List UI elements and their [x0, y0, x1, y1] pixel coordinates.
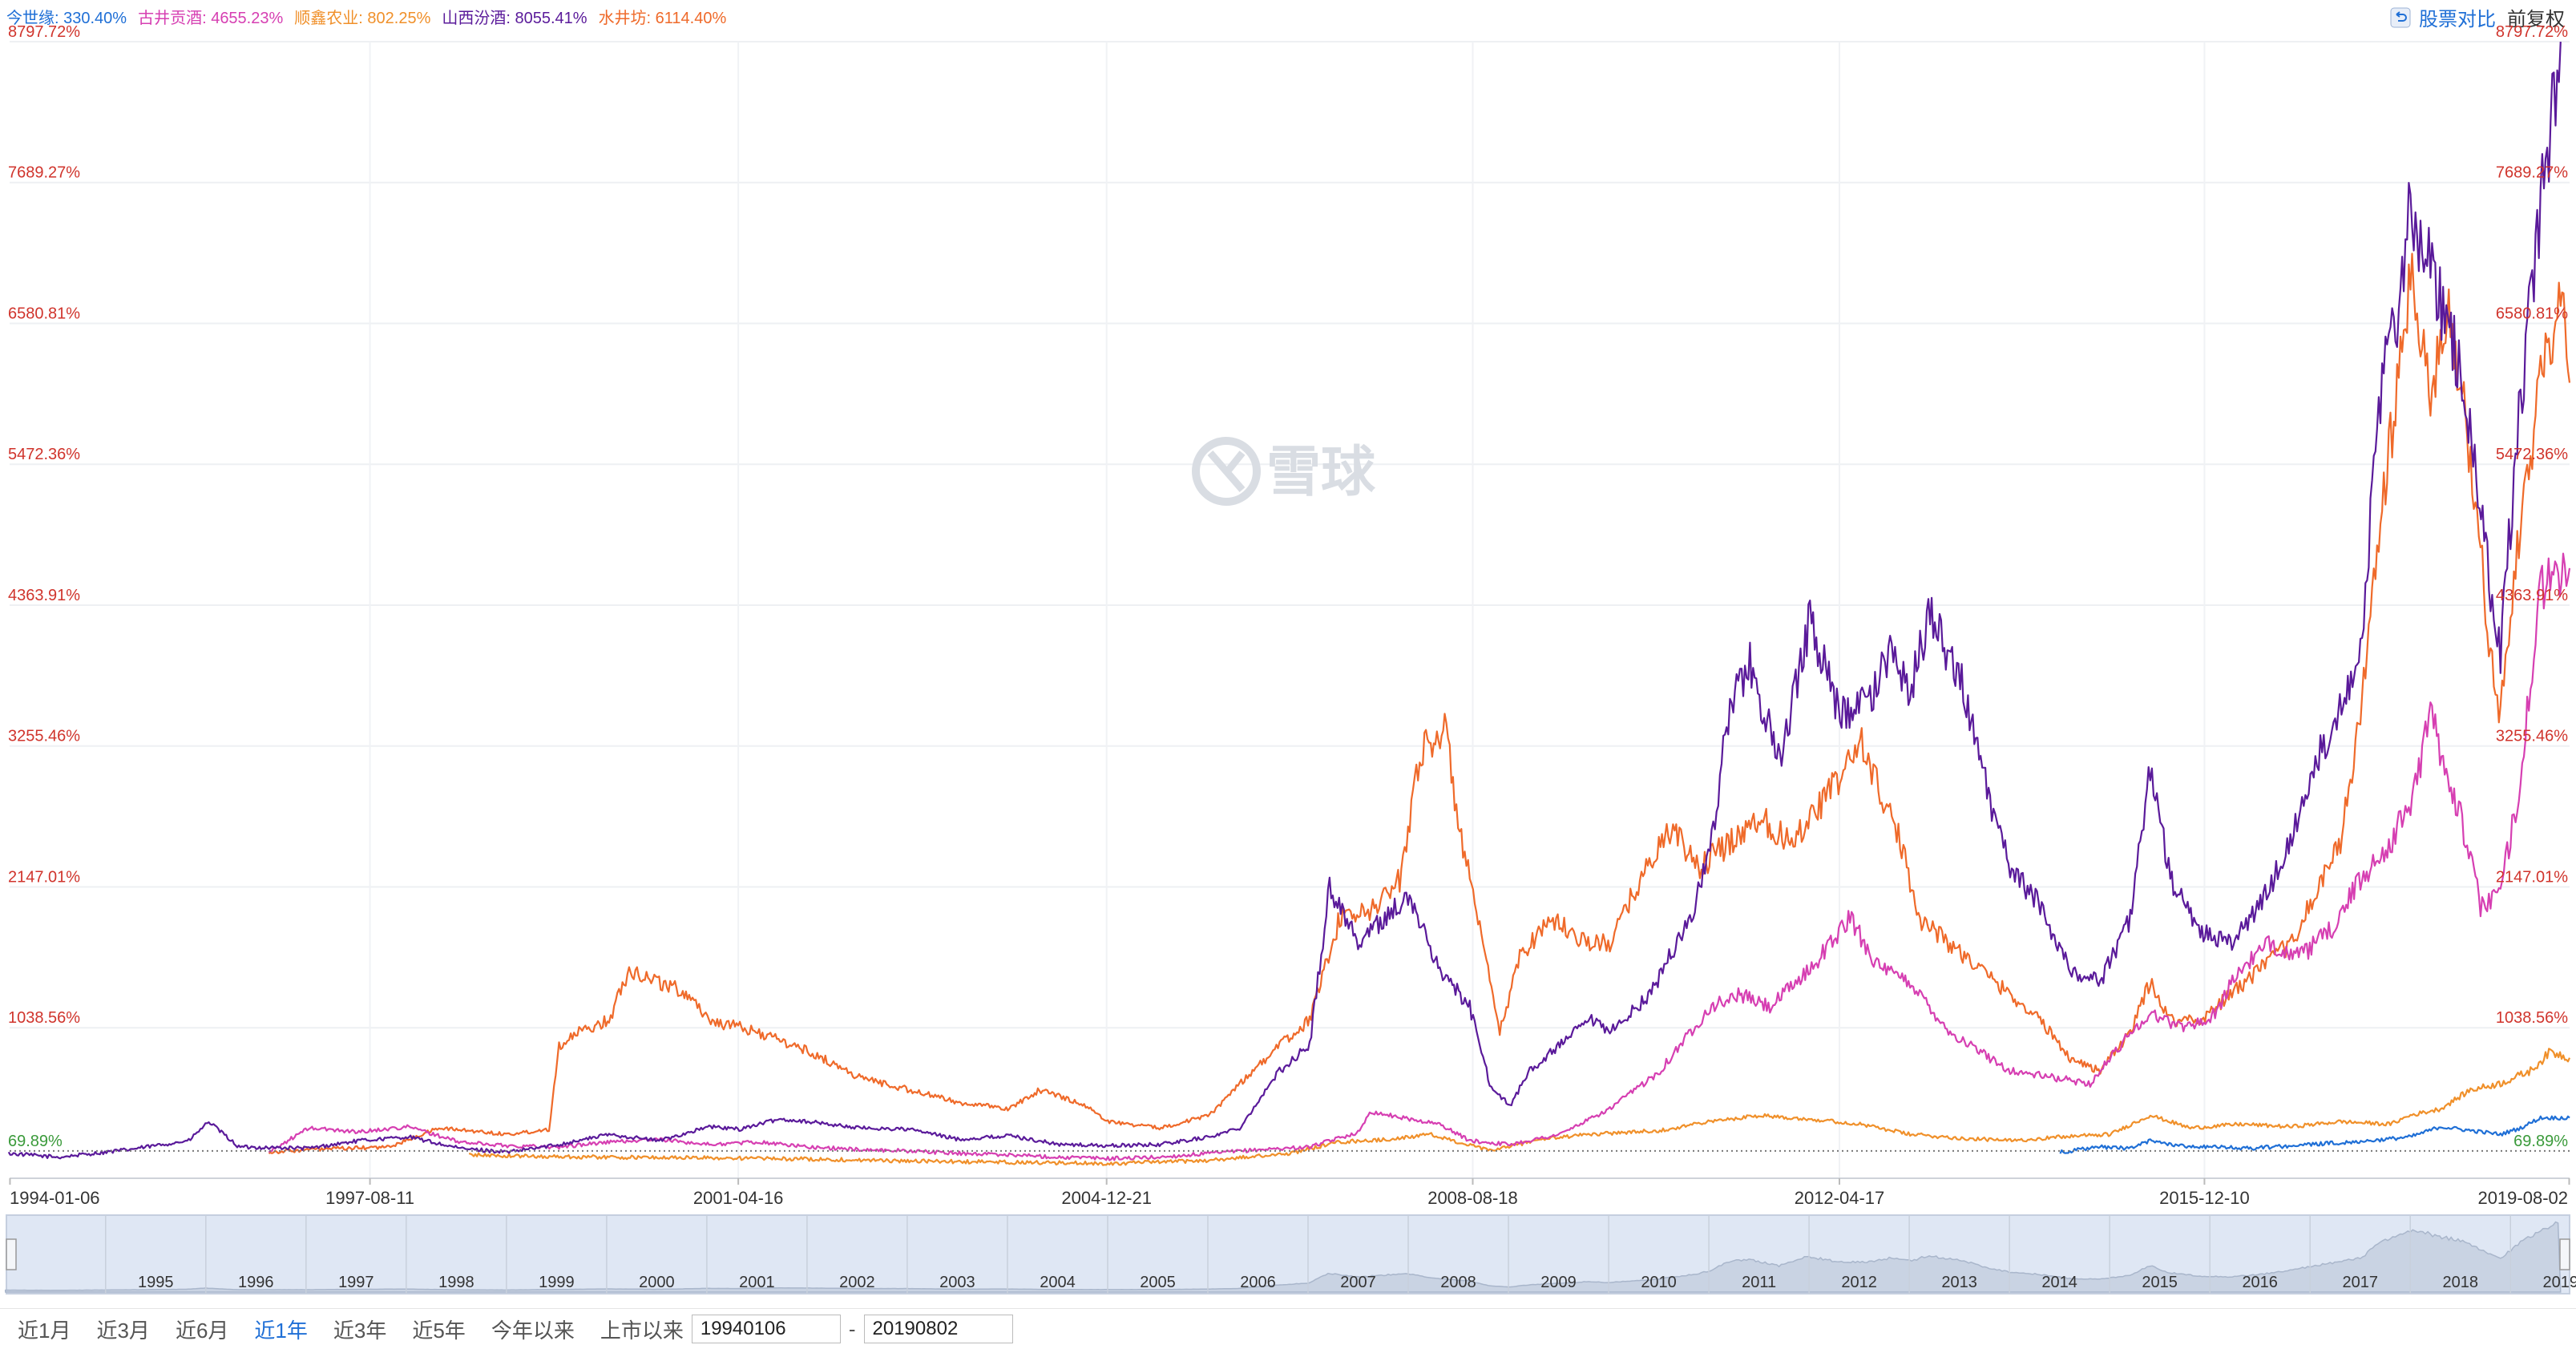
navigator-year-label: 1997	[338, 1274, 374, 1291]
grid-lines	[10, 41, 2570, 1178]
x-tick-label: 2015-12-10	[2159, 1188, 2250, 1208]
y-tick-label-left: 3255.46%	[8, 728, 80, 745]
date-from-input[interactable]	[691, 1315, 841, 1343]
reset-icon[interactable]	[2388, 6, 2412, 30]
navigator-year-label: 2003	[939, 1274, 975, 1291]
navigator-year-label: 2000	[639, 1274, 675, 1291]
navigator-year-label: 2018	[2442, 1274, 2478, 1291]
navigator-year-label: 2006	[1240, 1274, 1276, 1291]
x-tick-label: 1997-08-11	[325, 1188, 414, 1208]
navigator-year-label: 2008	[1440, 1274, 1476, 1291]
navigator-year-label: 2001	[739, 1274, 775, 1291]
y-tick-label-left: 6580.81%	[8, 305, 80, 322]
y-tick-label-left: 4363.91%	[8, 587, 80, 604]
navigator-year-label: 2016	[2242, 1274, 2278, 1291]
y-tick-label-right: 6580.81%	[2496, 305, 2568, 322]
y-tick-label-left: 2147.01%	[8, 868, 80, 886]
y-axis-left: 8797.72% 7689.27% 6580.81% 5472.36% 4363.91%…	[8, 23, 80, 1150]
navigator-year-label: 2019	[2542, 1274, 2576, 1291]
stock-compare-button[interactable]: 股票对比	[2419, 9, 2496, 30]
range-button[interactable]: 近3月	[96, 1318, 150, 1343]
chart-svg: 雪球 8797.72% 7689.27% 6580.81% 5472.36% 4363.…	[4, 23, 2576, 1294]
series-line	[268, 552, 2571, 1161]
y-tick-label-left: 1038.56%	[8, 1009, 80, 1027]
y-tick-label-right: 2147.01%	[2496, 868, 2568, 886]
range-button[interactable]: 上市以来	[600, 1318, 684, 1343]
navigator-year-label: 2013	[1941, 1274, 1977, 1291]
y-tick-label-left: 7689.27%	[8, 164, 80, 182]
y-tick-label-right: 7689.27%	[2496, 164, 2568, 182]
navigator-year-label: 2015	[2142, 1274, 2178, 1291]
y-tick-label-left: 69.89%	[8, 1133, 63, 1150]
legend-item[interactable]: 水井坊: 6114.40%	[598, 10, 727, 27]
navigator-year-label: 2010	[1641, 1274, 1677, 1291]
navigator-year-label: 2002	[839, 1274, 875, 1291]
legend-item[interactable]: 顺鑫农业: 802.25%	[294, 10, 431, 27]
navigator-handle-right[interactable]	[2559, 1238, 2570, 1270]
y-tick-label-right: 1038.56%	[2496, 1009, 2568, 1027]
range-buttons: 近1月 近3月 近6月 近1年 近3年 近5年 今年以来 上市以来	[0, 1315, 692, 1344]
range-button[interactable]: 今年以来	[491, 1318, 575, 1343]
x-tick-label: 2012-04-17	[1795, 1188, 1885, 1208]
range-button[interactable]: 近1月	[18, 1318, 71, 1343]
navigator-year-label: 1999	[539, 1274, 575, 1291]
y-tick-label-right: 5472.36%	[2496, 446, 2568, 463]
date-to-input[interactable]	[863, 1315, 1013, 1343]
series-line	[2059, 1115, 2570, 1154]
legend-item[interactable]: 今世缘: 330.40%	[6, 10, 127, 27]
x-tick-label: 2008-08-18	[1427, 1188, 1518, 1208]
series-line	[268, 252, 2571, 1154]
x-tick-label: 1994-01-06	[10, 1188, 100, 1208]
navigator-year-label: 2009	[1540, 1274, 1577, 1291]
y-tick-label-left: 5472.36%	[8, 446, 80, 463]
x-axis: 1994-01-06 1997-08-11 2001-04-16 2004-12-21…	[9, 1177, 2570, 1208]
range-button[interactable]: 近5年	[412, 1318, 466, 1343]
range-button[interactable]: 近6月	[175, 1318, 229, 1343]
navigator-year-label: 2004	[1040, 1274, 1076, 1291]
top-toolbar: 股票对比 前复权	[2388, 3, 2565, 31]
series-layer	[7, 42, 2571, 1166]
price-adjust-button[interactable]: 前复权	[2507, 9, 2565, 30]
series-line	[7, 42, 2562, 1160]
y-axis-right: 8797.72% 7689.27% 6580.81% 5472.36% 4363.91%…	[2496, 23, 2568, 1150]
y-tick-label-right: 3255.46%	[2496, 728, 2568, 745]
legend-item[interactable]: 山西汾酒: 8055.41%	[442, 10, 587, 27]
x-tick-label: 2019-08-02	[2477, 1188, 2568, 1208]
navigator-year-label: 2011	[1742, 1274, 1776, 1291]
range-navigator[interactable]: 1995 1996 1997 1998 1999 2000 2001 2002 2003 2004…	[4, 1214, 2576, 1294]
watermark-text: 雪球	[1266, 442, 1376, 503]
range-button[interactable]: 近3年	[333, 1318, 387, 1343]
x-tick-label: 2004-12-21	[1061, 1188, 1152, 1208]
navigator-year-label: 2017	[2342, 1274, 2378, 1291]
y-tick-label-right: 8797.72%	[2496, 23, 2568, 41]
navigator-handle-left[interactable]	[6, 1238, 17, 1270]
navigator-area	[4, 1221, 2562, 1293]
range-button[interactable]: 近1年	[254, 1318, 308, 1343]
y-tick-label-right: 69.89%	[2513, 1133, 2568, 1150]
legend-item[interactable]: 古井贡酒: 4655.23%	[138, 10, 284, 27]
series-line	[468, 1048, 2571, 1166]
navigator-year-label: 1998	[438, 1274, 474, 1291]
y-tick-label-left: 8797.72%	[8, 23, 80, 41]
chart-legend: 今世缘: 330.40% 古井贡酒: 4655.23% 顺鑫农业: 802.25% 山…	[6, 5, 737, 28]
navigator-year-label: 2012	[1841, 1274, 1877, 1291]
navigator-year-label: 2014	[2041, 1274, 2077, 1291]
navigator-year-label: 2005	[1140, 1274, 1176, 1291]
navigator-year-label: 2007	[1340, 1274, 1376, 1291]
navigator-year-label: 1996	[238, 1274, 274, 1291]
navigator-year-label: 1995	[138, 1274, 174, 1291]
watermark-logo-icon	[1192, 437, 1261, 506]
y-tick-label-right: 4363.91%	[2496, 587, 2568, 604]
x-tick-label: 2001-04-16	[693, 1188, 784, 1208]
date-separator: -	[848, 1316, 856, 1341]
